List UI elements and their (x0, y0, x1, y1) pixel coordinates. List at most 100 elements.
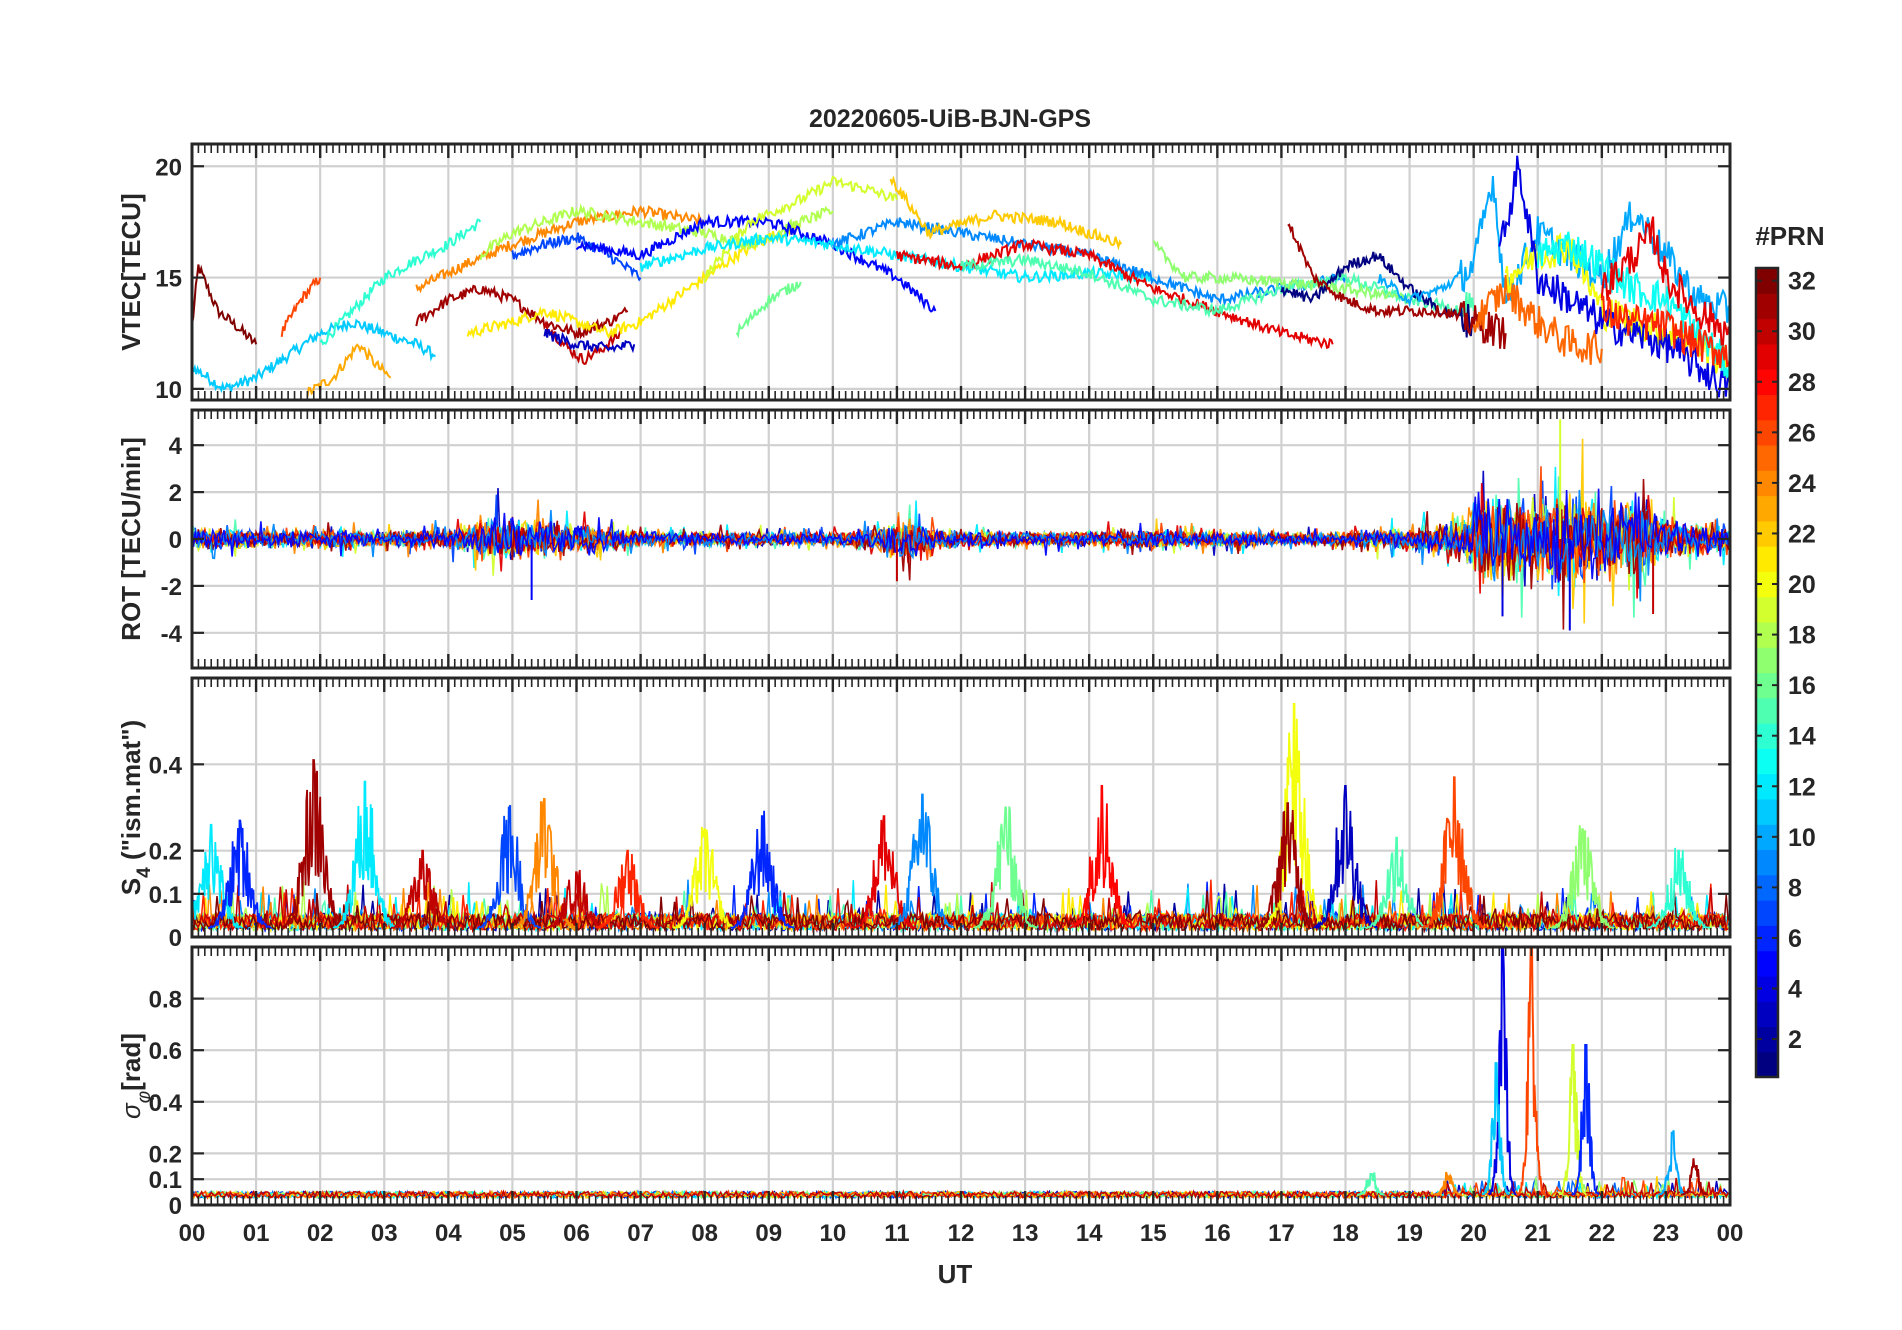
colorbar-frame (1754, 266, 1780, 1079)
axes-border (190, 142, 1732, 402)
s4-burst-prn3 (1313, 785, 1378, 931)
sigma-spike-prn11 (1481, 1062, 1510, 1196)
y-tick-label: 0 (169, 527, 182, 554)
vtec-series-prn11 (192, 318, 436, 394)
y-tick-label: 20 (155, 154, 182, 181)
panel-s4: 0 0.1 0.2 0.4S4 ("ism.mat") (116, 676, 1732, 952)
colorbar-bin (1756, 621, 1778, 648)
s4-burst-prn12 (192, 823, 244, 930)
colorbar-bin (1756, 419, 1778, 446)
colorbar-bin (1756, 849, 1778, 876)
s4-burst-prn30 (544, 869, 609, 930)
s4-burst-prn30 (390, 849, 455, 930)
x-tick-label: 11 (884, 1220, 909, 1247)
y-tick-label: 0.2 (149, 839, 182, 866)
colorbar-tick-label: 32 (1788, 268, 1816, 296)
sigma-spike-prn6 (1571, 1044, 1600, 1196)
axes-frame (190, 408, 1732, 670)
colorbar-bin (1756, 748, 1778, 775)
y-tick-label: 0.4 (149, 752, 183, 779)
rot-series-prn5 (192, 488, 1730, 583)
x-tick-label: 15 (1140, 1220, 1167, 1247)
colorbar-bin (1756, 672, 1778, 699)
x-axis-label: UT (938, 1259, 973, 1289)
x-tick-label: 07 (627, 1220, 654, 1247)
vtec-series-prn13 (1536, 231, 1730, 378)
x-tick-label: 08 (691, 1220, 718, 1247)
axes-border (190, 408, 1732, 670)
vtec-series-prn27 (1600, 295, 1730, 369)
colorbar-bin (1756, 1051, 1778, 1078)
colorbar-bin (1756, 596, 1778, 623)
vtec-series-prn3 (543, 328, 636, 354)
x-tick-label: 02 (307, 1220, 334, 1247)
vtec-series-prn26 (280, 277, 322, 338)
colorbar-tick-label: 30 (1788, 318, 1816, 346)
s4-burst-prn6 (207, 819, 273, 930)
colorbar-bin (1756, 293, 1778, 320)
x-tick-label: 23 (1653, 1220, 1680, 1247)
colorbar-bin (1756, 470, 1778, 497)
axes-frame (190, 945, 1732, 1207)
x-tick-label: 01 (243, 1220, 270, 1247)
vtec-series-prn31 (1287, 223, 1507, 350)
colorbar-tick-label: 22 (1788, 520, 1816, 548)
y-tick-label: 2 (169, 480, 182, 507)
s4-burst-prn6 (730, 810, 795, 929)
colorbar-bin (1756, 343, 1778, 370)
colorbar-bin (1756, 394, 1778, 421)
x-tick-label: 21 (1524, 1220, 1551, 1247)
colorbar-bin (1756, 444, 1778, 471)
s4-burst-prn29 (851, 815, 917, 930)
colorbar-bin (1756, 798, 1778, 825)
axes-border (190, 945, 1732, 1207)
s4-burst-prn12 (332, 780, 397, 929)
sigma-spike-prn10 (1658, 1130, 1687, 1196)
sigma-spike-prn19 (1558, 1044, 1587, 1196)
vtec-series-prn7 (511, 232, 642, 282)
colorbar-tick-label: 10 (1788, 824, 1816, 852)
y-tick-label: 0.1 (149, 1167, 182, 1194)
x-tick-label: 06 (563, 1220, 590, 1247)
y-tick-label: 4 (169, 433, 183, 460)
vtec-series-prn4 (1498, 155, 1730, 398)
colorbar-bin (1756, 975, 1778, 1002)
vtec-series-prn31 (415, 284, 629, 341)
s4-burst-prn31 (1255, 802, 1320, 929)
vtec-series-prn17 (1152, 239, 1411, 305)
panel-rot: -4 -2 0 2 4 ROT [TECU/min] (116, 408, 1732, 670)
panel-vtec: 10 15 20 VTEC[TECU] (116, 142, 1732, 404)
x-tick-label: 03 (371, 1220, 398, 1247)
colorbar-bin (1756, 925, 1778, 952)
colorbar-tick-label: 26 (1788, 419, 1816, 447)
y-tick-label: 0.6 (149, 1038, 182, 1065)
axes-frame (190, 142, 1732, 402)
y-tick-label: 0 (169, 925, 182, 952)
colorbar-tick-label: 12 (1788, 773, 1816, 801)
x-tick-label: 13 (1012, 1220, 1039, 1247)
sigma-spike-prn26 (1516, 947, 1546, 1196)
colorbar-bin (1756, 697, 1778, 724)
colorbar-tick-label: 6 (1788, 925, 1802, 953)
y-tick-label: 0.4 (149, 1090, 183, 1117)
colorbar-bin (1756, 495, 1778, 522)
vtec-series-prn21 (466, 220, 802, 339)
colorbar-bin (1756, 950, 1778, 977)
colorbar-tick-label: 18 (1788, 622, 1816, 650)
colorbar-bin (1756, 369, 1778, 396)
s4-burst-prn26 (1422, 776, 1487, 930)
s4-burst-prn9 (889, 793, 955, 930)
colorbar-bin (1756, 647, 1778, 674)
y-tick-label: 10 (155, 377, 182, 404)
data-layer (192, 419, 1730, 631)
y-tick-label: 0.2 (149, 1141, 182, 1168)
vtec-series-prn24 (415, 204, 705, 294)
vtec-series-prn30 (543, 319, 623, 365)
y-tick-label: 0 (169, 1193, 182, 1220)
x-tick-label: 00 (1717, 1220, 1744, 1247)
sigma-spike-prn15 (1356, 1172, 1385, 1196)
x-tick-label: 14 (1076, 1220, 1103, 1247)
s4-burst-prn27 (595, 849, 660, 930)
colorbar-bin (1756, 773, 1778, 800)
